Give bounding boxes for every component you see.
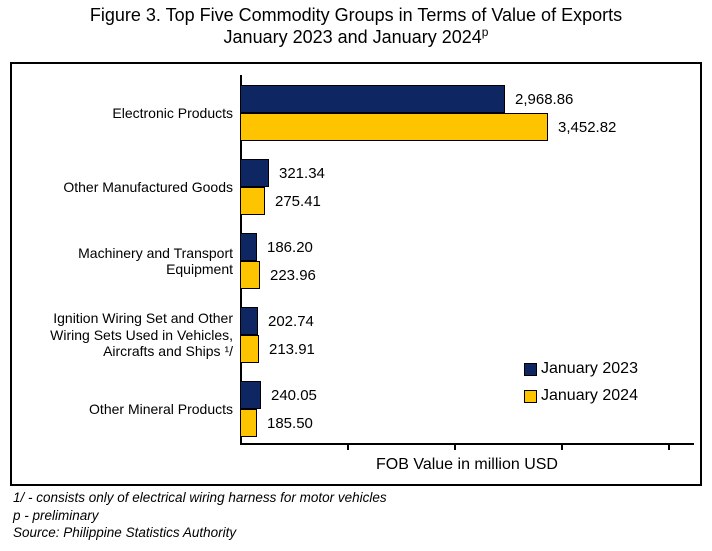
category-label-line: Machinery and Transport: [78, 244, 233, 261]
x-axis-tick: [347, 445, 350, 450]
category-label-other-mineral-products: Other Mineral Products: [12, 381, 233, 437]
bar-january-2023-electronic-products: [240, 85, 505, 113]
legend-marker-january-2023: [524, 362, 537, 376]
bar-january-2023-other-manufactured-goods: [240, 159, 269, 187]
legend-marker-january-2024: [524, 389, 537, 403]
x-axis-tick: [454, 445, 457, 450]
footnote-source: Source: Philippine Statistics Authority: [13, 525, 237, 540]
bar-january-2024-other-mineral-products: [240, 409, 257, 437]
category-label-ignition-wiring-set-and-other: Ignition Wiring Set and Other Wiring Sets…: [12, 307, 233, 363]
value-label-january-2023-other-manufactured-goods: 321.34: [279, 165, 325, 182]
chart-frame: Electronic Products 2,968.86 3,452.82 Other…: [10, 62, 702, 486]
bar-january-2023-ignition-wiring-set-and-other: [240, 307, 258, 335]
chart-title: Figure 3. Top Five Commodity Groups in T…: [0, 4, 712, 48]
value-label-january-2023-other-mineral-products: 240.05: [271, 387, 317, 404]
bar-january-2024-other-manufactured-goods: [240, 187, 265, 215]
bar-january-2024-ignition-wiring-set-and-other: [240, 335, 259, 363]
value-label-january-2024-electronic-products: 3,452.82: [558, 119, 617, 136]
category-label-line: Electronic Products: [112, 104, 233, 121]
value-label-january-2024-other-manufactured-goods: 275.41: [275, 193, 321, 210]
value-label-january-2023-machinery-and-transport: 186.20: [267, 239, 313, 256]
bar-january-2023-other-mineral-products: [240, 381, 261, 409]
category-label-line: Wiring Sets Used in Vehicles,: [50, 326, 233, 343]
x-axis-line: [240, 443, 694, 445]
footnote-preliminary: p - preliminary: [13, 507, 99, 523]
category-label-line: Other Manufactured Goods: [63, 178, 233, 195]
x-axis-tick: [561, 445, 564, 450]
x-axis-tick: [668, 445, 671, 450]
category-label-line: Aircrafts and Ships ¹/: [103, 343, 233, 360]
category-label-line: Ignition Wiring Set and Other: [53, 310, 233, 327]
legend: January 2023 January 2024: [524, 360, 638, 405]
value-label-january-2024-machinery-and-transport: 223.96: [270, 267, 316, 284]
x-axis-title: FOB Value in million USD: [376, 456, 558, 473]
value-label-january-2023-ignition-wiring-set-and-other: 202.74: [268, 313, 314, 330]
category-label-other-manufactured-goods: Other Manufactured Goods: [12, 159, 233, 215]
bar-january-2024-electronic-products: [240, 113, 548, 141]
chart-title-line-2: January 2023 and January 2024p: [0, 26, 712, 48]
value-label-january-2023-electronic-products: 2,968.86: [515, 91, 574, 108]
footnotes: 1/ - consists only of electrical wiring …: [13, 489, 387, 542]
value-label-january-2024-ignition-wiring-set-and-other: 213.91: [269, 341, 315, 358]
legend-item-january-2023: January 2023: [524, 360, 638, 378]
category-label-electronic-products: Electronic Products: [12, 85, 233, 141]
chart-title-line-1: Figure 3. Top Five Commodity Groups in T…: [89, 5, 623, 25]
legend-label-january-2023: January 2023: [541, 360, 638, 377]
legend-label-january-2024: January 2024: [541, 387, 638, 404]
category-label-line: Other Mineral Products: [89, 400, 233, 417]
bar-january-2024-machinery-and-transport: [240, 261, 260, 289]
legend-item-january-2024: January 2024: [524, 387, 638, 405]
chart-title-line-2-text: January 2023 and January 2024: [223, 27, 482, 47]
category-label-line: Equipment: [166, 261, 233, 277]
bar-january-2023-machinery-and-transport: [240, 233, 257, 261]
footnote-wiring: 1/ - consists only of electrical wiring …: [13, 490, 387, 505]
category-label-machinery-and-transport: Machinery and Transport Equipment: [12, 233, 233, 289]
value-label-january-2024-other-mineral-products: 185.50: [267, 415, 313, 432]
chart-title-superscript: p: [481, 25, 489, 39]
